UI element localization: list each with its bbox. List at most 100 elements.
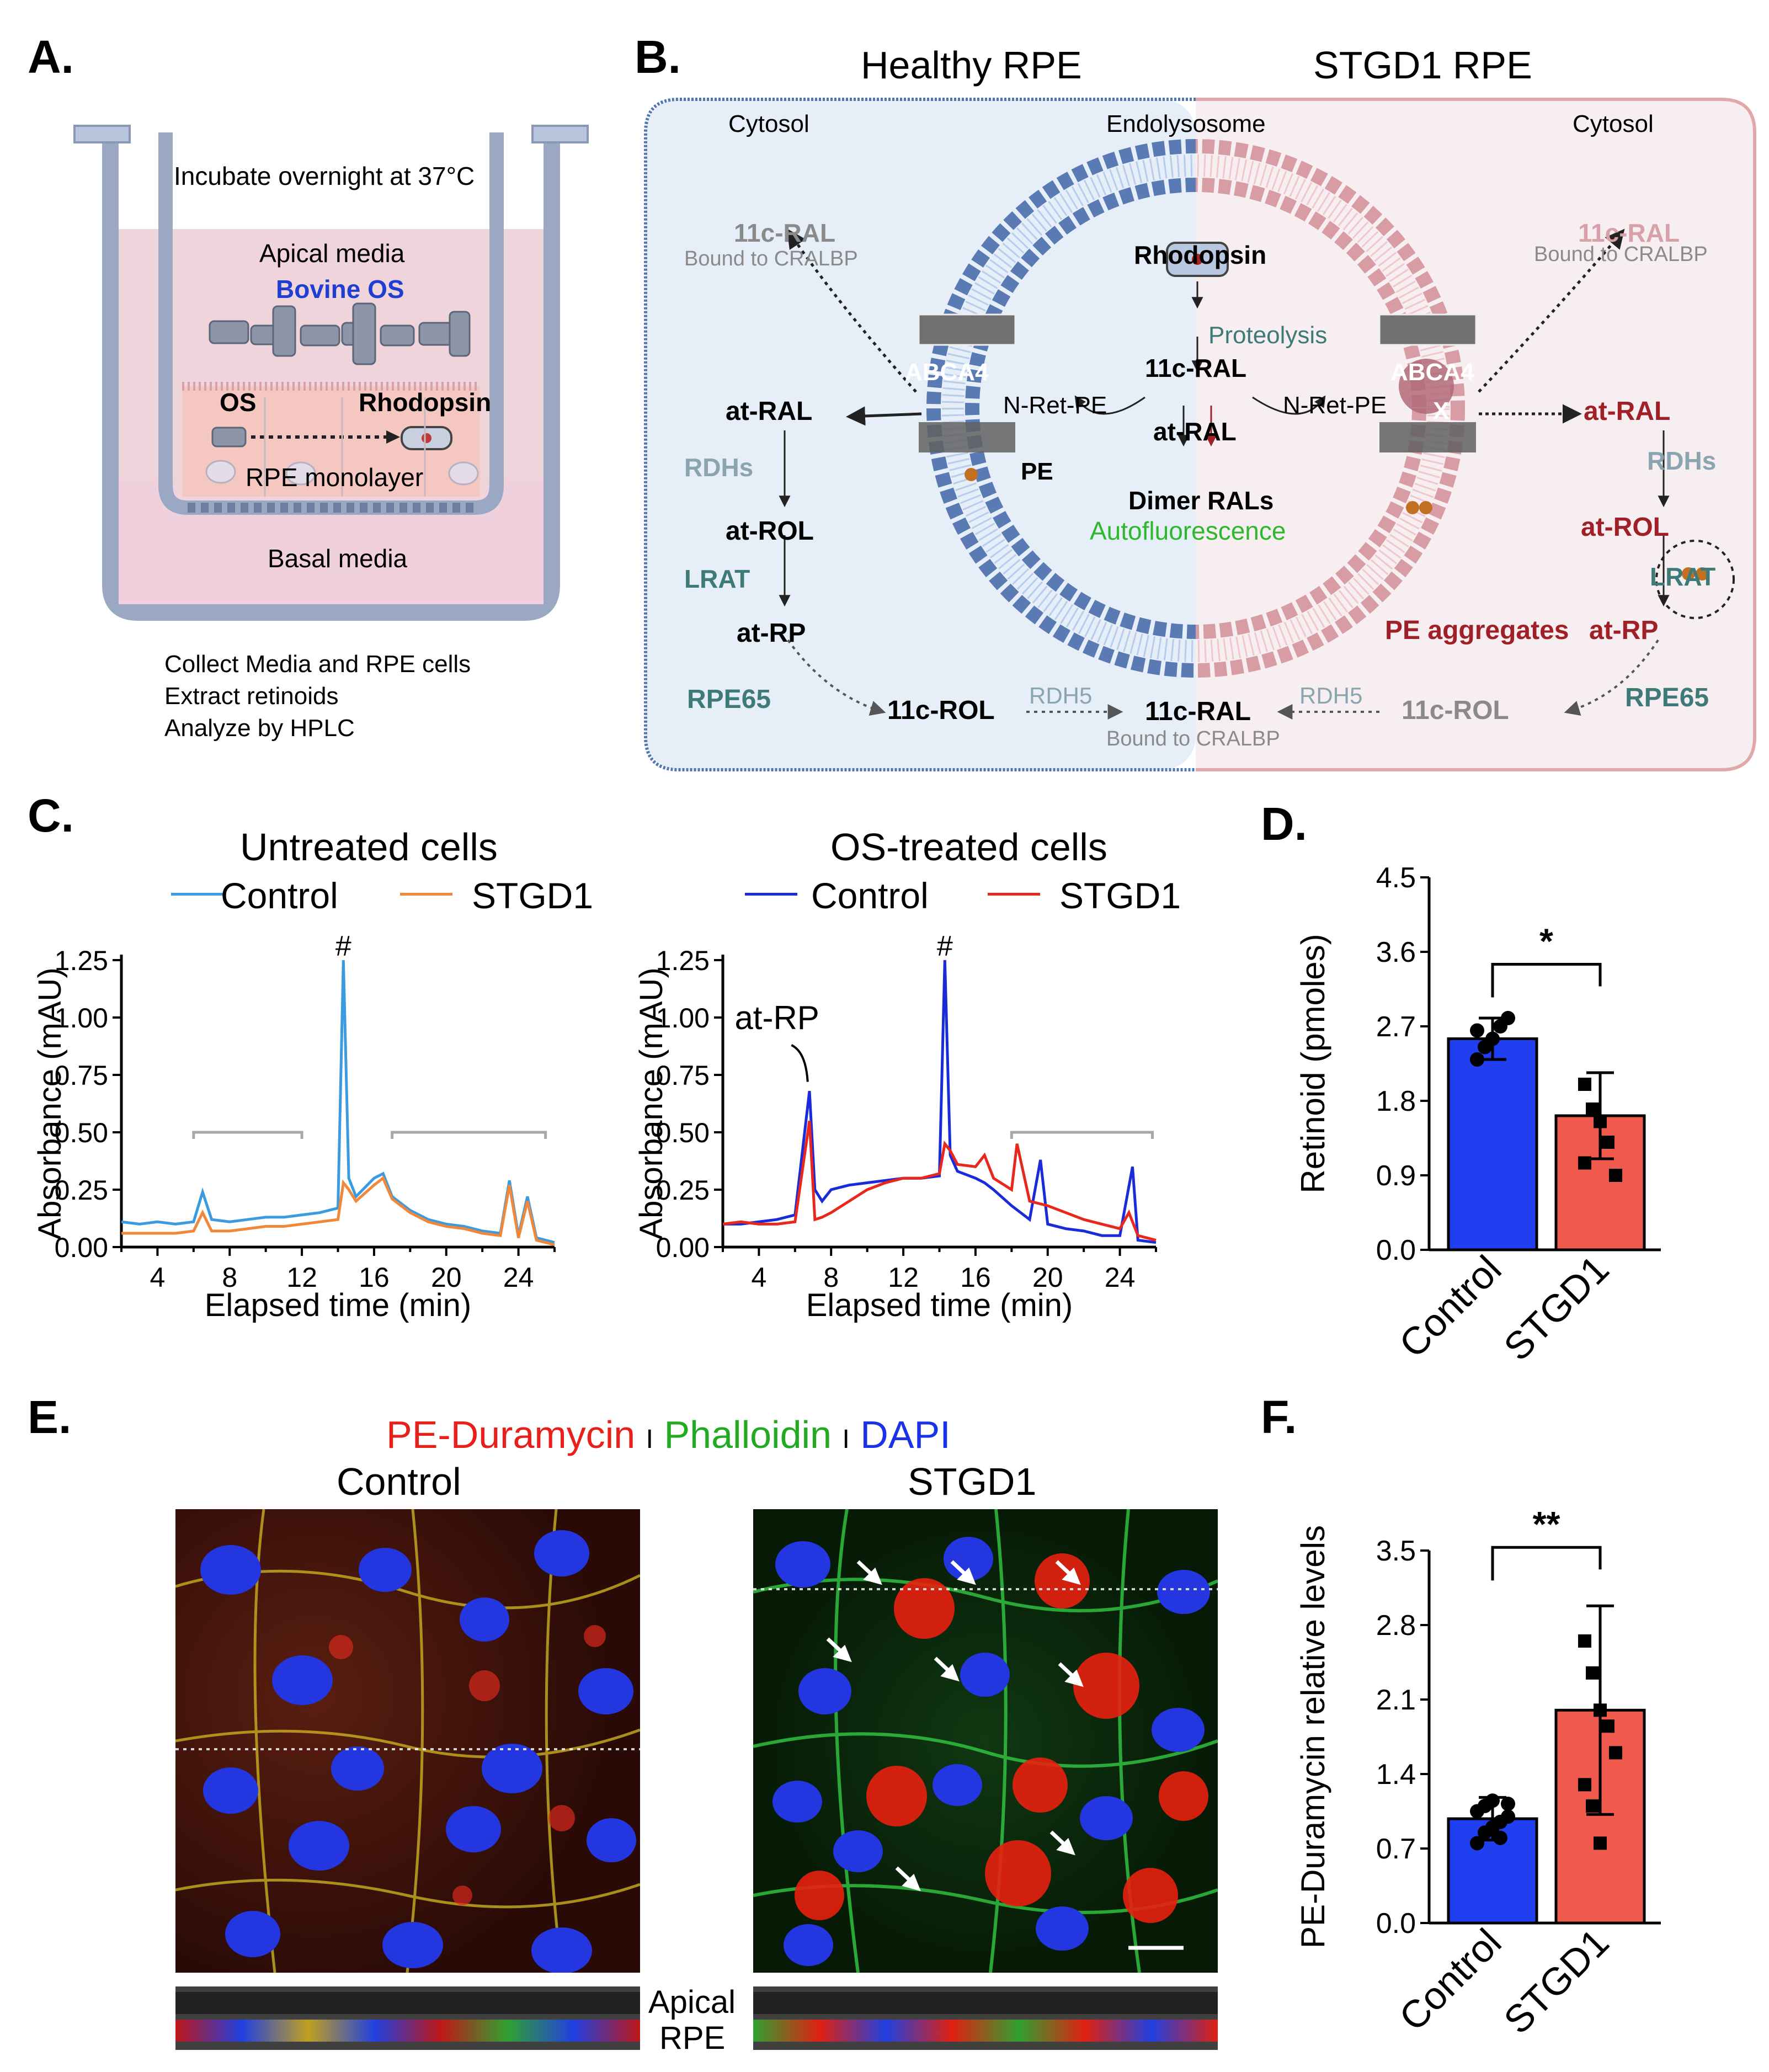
bovine-os-label: Bovine OS [276, 275, 404, 303]
data-point [1470, 1052, 1484, 1067]
data-point [1594, 1836, 1607, 1850]
data-point [1470, 1023, 1484, 1038]
method-step: Collect Media and RPE cells [164, 651, 471, 678]
y-axis-label: PE-Duramycin relative levels [1294, 1525, 1331, 1948]
method-step: Analyze by HPLC [164, 715, 355, 742]
y-tick-label: 0.0 [1376, 1908, 1416, 1940]
at-rol-left: at-ROL [726, 516, 814, 546]
bracket [1010, 1131, 1154, 1139]
incubate-label: Incubate overnight at 37°C [174, 162, 475, 190]
zstack-control [175, 1986, 640, 2050]
rpe-monolayer-label: RPE monolayer [246, 463, 424, 492]
rpe65-left: RPE65 [687, 685, 771, 714]
c11-rol-left: 11c-ROL [887, 696, 995, 725]
zstack-control-bg [175, 1992, 640, 2014]
x-tick-label: 4 [752, 1262, 767, 1293]
significance-bracket [1491, 1546, 1602, 1581]
y-tick-label: 0.00 [55, 1232, 108, 1263]
x-tick-label: 8 [823, 1262, 839, 1293]
panel-b-diagram [644, 98, 1756, 771]
x-tick-label: 4 [150, 1262, 166, 1293]
rpe65-right: RPE65 [1625, 683, 1709, 712]
data-point [1501, 1011, 1515, 1025]
y-tick-label: 1.00 [656, 1003, 710, 1034]
bar-control [1447, 1817, 1538, 1925]
hash-annotation: # [335, 930, 351, 962]
y-tick-label: 0.75 [55, 1060, 108, 1091]
x-tick-label: 12 [286, 1262, 317, 1293]
data-point [1501, 1809, 1515, 1824]
rhodopsin-label: Rhodopsin [359, 388, 492, 417]
x-tick-label: 12 [888, 1262, 919, 1293]
series-line-control [121, 960, 555, 1244]
data-point [1609, 1746, 1622, 1760]
data-point [1578, 1634, 1591, 1648]
data-point [1609, 1169, 1622, 1182]
stain-separator: I [646, 1425, 654, 1454]
at-ral-right: at-RAL [1584, 397, 1671, 426]
at-ral-center: at-RAL [1153, 417, 1237, 446]
x-tick-label: 24 [503, 1262, 534, 1293]
y-tick-label: 0.25 [55, 1175, 108, 1206]
pe-label: PE [1021, 458, 1053, 485]
pe-aggregates-label: PE aggregates [1385, 616, 1569, 645]
y-tick-label: 2.8 [1376, 1610, 1416, 1642]
data-point [1601, 1719, 1615, 1733]
legend-stgd1-left: STGD1 [472, 875, 594, 916]
x-tick-label: 16 [359, 1262, 390, 1293]
panel-label-e: E. [28, 1391, 72, 1443]
apical-label: Apical [648, 1984, 736, 2020]
micrograph-stgd1 [753, 1509, 1218, 1973]
y-tick-label: 0.50 [55, 1117, 108, 1148]
y-tick-label: 1.25 [656, 945, 710, 976]
chromatogram-os-treated: 0.00 0.25 0.50 0.75 1.00 1.25 4 8 12 16 20 24 Elapse… [635, 930, 1157, 1323]
at-rp-right: at-RP [1589, 616, 1659, 645]
significance-bracket [1491, 963, 1602, 998]
data-point [1601, 1136, 1615, 1149]
rdhs-left: RDHs [684, 453, 754, 482]
y-tick-label: 1.8 [1376, 1085, 1416, 1117]
data-point [1586, 1799, 1599, 1813]
bar-chart-pe-duramycin: 0.0 0.7 1.4 2.1 2.8 3.5 PE-Duramycin relative … [1294, 1504, 1661, 2042]
bar-control [1447, 1037, 1538, 1251]
stain-phalloidin: Phalloidin [664, 1413, 832, 1456]
y-tick-label: 0.7 [1376, 1833, 1416, 1865]
panel-label-f: F. [1261, 1391, 1297, 1443]
at-rp-left: at-RP [737, 619, 806, 648]
panel-label-c: C. [28, 790, 74, 841]
lrat-left: LRAT [684, 564, 750, 593]
y-tick-label: 1.00 [55, 1003, 108, 1034]
panel-a-transwell [73, 125, 589, 621]
healthy-rpe-title: Healthy RPE [861, 44, 1082, 87]
at-ral-left: at-RAL [726, 397, 813, 426]
zstack-control-layer [175, 2020, 640, 2042]
x-mark-icon: X [1433, 397, 1450, 424]
abca4-right: ABCA4 [1390, 359, 1474, 386]
zstack-stgd1 [753, 1986, 1218, 2050]
rdhs-right: RDHs [1647, 446, 1717, 475]
data-point [1594, 1115, 1607, 1128]
legend-stgd1-swatch-left [400, 893, 452, 896]
category-label: STGD1 [1495, 1920, 1617, 2042]
bound-cralbp-right: Bound to CRALBP [1534, 243, 1708, 266]
data-point [1578, 1778, 1591, 1792]
data-point [1594, 1703, 1607, 1717]
legend-control-right: Control [811, 875, 929, 916]
nret-pe-right: N-Ret-PE [1283, 392, 1387, 419]
x-axis-label: Elapsed time (min) [205, 1287, 471, 1323]
apical-media-label: Apical media [259, 239, 405, 268]
basal-media-label: Basal media [268, 544, 408, 573]
dimer-rals-label: Dimer RALs [1128, 486, 1274, 515]
category-label: STGD1 [1495, 1247, 1617, 1368]
x-tick-label: 24 [1105, 1262, 1136, 1293]
y-tick-label: 0.75 [656, 1060, 710, 1091]
bound-cralbp-left: Bound to CRALBP [684, 247, 858, 270]
proteolysis-label: Proteolysis [1208, 322, 1328, 349]
x-tick-label: 20 [1032, 1262, 1063, 1293]
c-left-title: Untreated cells [240, 825, 498, 869]
stain-pe-duramycin: PE-Duramycin [386, 1413, 636, 1456]
y-tick-label: 0.25 [656, 1175, 710, 1206]
data-point [1485, 1031, 1500, 1046]
at-rp-arrow [791, 1044, 809, 1082]
